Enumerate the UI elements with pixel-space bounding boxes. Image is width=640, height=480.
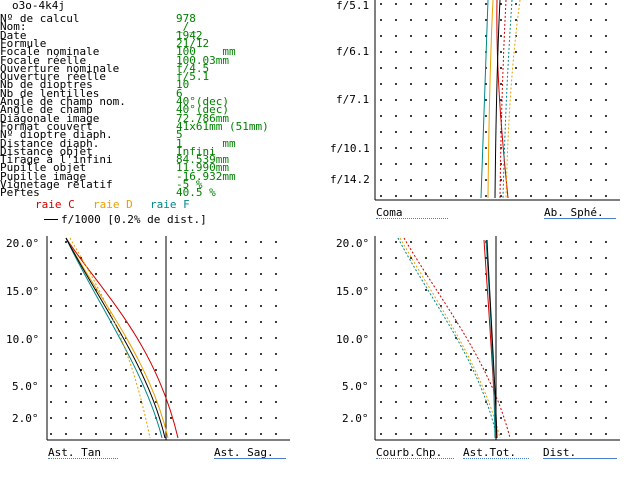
ast-ylabel-2: 10.0° <box>6 333 40 346</box>
window-title: o3o-4k4j <box>12 0 65 12</box>
field-ylabel-0: 20.0° <box>336 237 370 250</box>
field-curve-c <box>403 237 511 439</box>
field-curve-f <box>397 237 498 439</box>
field-ast-c <box>483 239 497 439</box>
legend-raie-f: raie F <box>150 198 190 211</box>
coma-curve-f <box>480 0 489 199</box>
ast-sag-caption: Ast. Sag. <box>214 447 286 459</box>
info-value: 978 <box>176 12 196 25</box>
info-value: 40.5 % <box>176 186 216 200</box>
ast-tot-caption: Ast.Tot. <box>463 447 529 459</box>
coma-ylabel-4: f/14.2 <box>330 173 370 186</box>
ast-ylabel-3: 5.0° <box>12 380 39 393</box>
info-value: 6 <box>176 86 183 100</box>
ab-sphe-caption: Ab. Sphé. <box>544 207 616 219</box>
dist-caption: Dist. <box>543 447 617 459</box>
ast-curve-f <box>65 237 163 439</box>
ast-grid <box>50 241 277 435</box>
info-value: f/5.1 <box>176 70 210 84</box>
info-label: Vignetage relatif <box>0 178 113 191</box>
info-label: Nº dioptre diaph. <box>0 128 113 142</box>
coma-ylabel-3: f/10.1 <box>330 142 370 155</box>
info-label: Diagonale image <box>0 111 100 125</box>
field-ylabel-3: 5.0° <box>342 380 369 393</box>
field-ylabel-1: 15.0° <box>336 285 370 298</box>
info-label: Format couvert <box>0 119 93 133</box>
info-value: -16.932mm <box>176 169 236 183</box>
courb-chp-caption: Courb.Chp. <box>376 447 454 459</box>
info-label: Nom: <box>0 20 27 34</box>
field-curve-d <box>399 237 501 439</box>
field-curves <box>397 237 511 439</box>
info-label: Ouverture nominale <box>0 61 120 75</box>
info-value: 21/12 <box>176 36 210 50</box>
coma-curve-d-dashed <box>505 0 521 199</box>
coma-curve-d <box>487 0 494 199</box>
info-value: 11.990mm <box>176 161 229 175</box>
info-label: Ouverture réelle <box>0 70 106 84</box>
info-label: Pupille image <box>0 169 87 183</box>
info-label: Angle de champ nom. <box>0 95 126 108</box>
coma-caption: Coma <box>376 207 448 219</box>
coma-curve-c <box>496 0 509 199</box>
ast-curve-main <box>65 237 166 439</box>
info-label: Formule <box>0 36 47 50</box>
info-value: 100 mm <box>176 45 236 59</box>
legend-raie-d: raie D <box>93 198 133 211</box>
ast-ylabel-0: 20.0° <box>6 237 40 250</box>
info-label: Angle de champ <box>0 103 93 117</box>
coma-ylabel-0: f/5.1 <box>336 0 370 12</box>
info-label: Distance diaph. <box>0 136 100 150</box>
coma-curve-f-dashed <box>502 0 513 199</box>
info-label: Nº de calcul <box>0 12 80 25</box>
coma-curve-c-dashed <box>499 0 507 199</box>
info-value: f/4.5 <box>176 61 210 75</box>
info-value: 72.786mm <box>176 111 229 125</box>
scale-bar-icon <box>44 213 58 220</box>
info-value: 40°(dec) <box>176 95 229 108</box>
info-label: Nb de lentilles <box>0 86 100 100</box>
scale-note: f/1000 [0.2% de dist.] <box>61 213 207 226</box>
info-value: 5 <box>176 128 183 142</box>
legend-raie-c: raie C <box>35 198 75 211</box>
info-value: -5 % <box>176 178 203 191</box>
field-ast-main <box>486 239 498 439</box>
coma-curve-main <box>494 0 501 199</box>
info-value: 40°(dec) <box>176 103 229 117</box>
info-value: 1 mm <box>176 136 236 150</box>
field-ast-f <box>485 239 496 439</box>
info-label: Date <box>0 28 27 42</box>
info-label: Focale nominale <box>0 45 100 59</box>
ast-tan-caption: Ast. Tan <box>48 447 118 459</box>
coma-ylabel-2: f/7.1 <box>336 93 370 106</box>
info-value: 10 <box>176 78 190 92</box>
info-value: 41x61mm (51mm) <box>176 119 269 133</box>
info-label: Tirage à l'infini <box>0 153 113 167</box>
info-label: Pupille objet <box>0 161 87 175</box>
ast-ylabel-1: 15.0° <box>6 285 40 298</box>
ast-curve-c <box>65 237 179 439</box>
info-value: 1942 <box>176 28 203 42</box>
field-grid <box>380 241 607 435</box>
info-value: _/_ <box>176 20 196 34</box>
info-value: Infini <box>176 144 216 158</box>
info-label: Pertes <box>0 186 40 200</box>
ast-curve-d <box>65 237 169 439</box>
ast-curves <box>65 237 179 439</box>
ast-ylabel-4: 2.0° <box>12 412 39 425</box>
info-label: Nb de dioptres <box>0 78 93 92</box>
coma-ylabel-1: f/6.1 <box>336 45 370 58</box>
ast-curve-sag <box>69 237 151 439</box>
info-value: 100.03mm <box>176 53 229 67</box>
field-ylabel-4: 2.0° <box>342 412 369 425</box>
info-label: Distance objet <box>0 144 93 158</box>
info-label: Focale réelle <box>0 53 87 67</box>
coma-grid <box>380 3 607 197</box>
coma-curves <box>480 0 521 199</box>
info-value: 84.539mm <box>176 153 229 167</box>
field-ylabel-2: 10.0° <box>336 333 370 346</box>
